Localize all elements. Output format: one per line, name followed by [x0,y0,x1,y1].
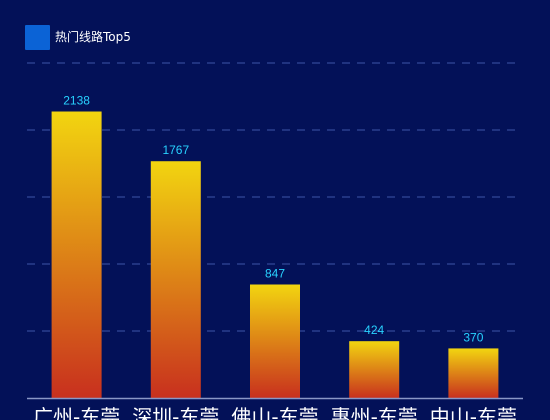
legend[interactable]: 热门线路Top5 [25,25,131,50]
bar[interactable] [349,341,400,398]
bars [51,111,499,399]
x-tick-label: 中山-东莞 [430,405,517,420]
bar-value-label: 1767 [162,143,189,157]
bar-value-label: 2138 [63,94,90,108]
bar[interactable] [51,111,102,399]
x-tick-label: 佛山-东莞 [231,405,318,420]
bar[interactable] [250,284,300,398]
bar-value-label: 424 [364,323,384,337]
bar[interactable] [150,161,201,398]
legend-label: 热门线路Top5 [55,30,131,44]
x-tick-label: 深圳-东莞 [132,405,219,420]
x-tick-label: 惠州-东莞 [331,405,418,420]
x-tick-label: 广州-东莞 [33,405,120,420]
bar[interactable] [448,348,499,398]
legend-swatch [25,25,50,50]
x-axis: 广州-东莞 深圳-东莞 佛山-东莞 惠州-东莞 中山-东莞 [27,397,523,420]
value-labels: 2138 1767 847 424 370 [63,94,483,345]
bar-value-label: 847 [265,267,285,281]
bar-value-label: 370 [463,330,483,344]
